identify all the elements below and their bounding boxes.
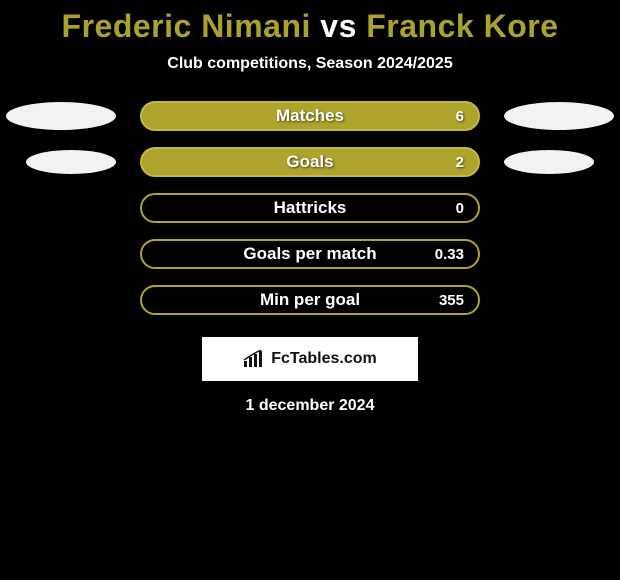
title-vs: vs: [320, 8, 357, 44]
left-marker: [26, 150, 116, 174]
brand-box[interactable]: FcTables.com: [202, 337, 418, 381]
stat-bar: Goals 2: [140, 147, 480, 177]
stat-label: Matches: [276, 106, 344, 126]
stat-bar: Min per goal 355: [140, 285, 480, 315]
stat-value: 355: [439, 292, 464, 309]
left-marker: [6, 102, 116, 130]
stat-row-min-per-goal: Min per goal 355: [0, 285, 620, 315]
stat-bar: Goals per match 0.33: [140, 239, 480, 269]
stat-label: Hattricks: [274, 198, 347, 218]
subtitle: Club competitions, Season 2024/2025: [167, 55, 452, 73]
bar-chart-icon: [243, 350, 265, 368]
right-marker: [504, 102, 614, 130]
right-marker: [504, 150, 594, 174]
stat-row-matches: Matches 6: [0, 101, 620, 131]
stat-label: Min per goal: [260, 290, 360, 310]
stat-label: Goals: [286, 152, 333, 172]
stat-value: 2: [456, 154, 464, 171]
stats-rows: Matches 6 Goals 2 Hattricks 0 Goals per …: [0, 101, 620, 315]
stat-value: 6: [456, 108, 464, 125]
stat-bar: Matches 6: [140, 101, 480, 131]
stat-bar: Hattricks 0: [140, 193, 480, 223]
brand-text: FcTables.com: [271, 350, 377, 368]
stat-label: Goals per match: [243, 244, 376, 264]
stat-row-goals: Goals 2: [0, 147, 620, 177]
page-title: Frederic Nimani vs Franck Kore: [62, 8, 559, 45]
player1-name: Frederic Nimani: [62, 8, 311, 44]
player2-name: Franck Kore: [366, 8, 558, 44]
date-label: 1 december 2024: [246, 397, 375, 415]
comparison-card: Frederic Nimani vs Franck Kore Club comp…: [0, 0, 620, 415]
stat-row-hattricks: Hattricks 0: [0, 193, 620, 223]
stat-row-goals-per-match: Goals per match 0.33: [0, 239, 620, 269]
stat-value: 0.33: [435, 246, 464, 263]
stat-value: 0: [456, 200, 464, 217]
